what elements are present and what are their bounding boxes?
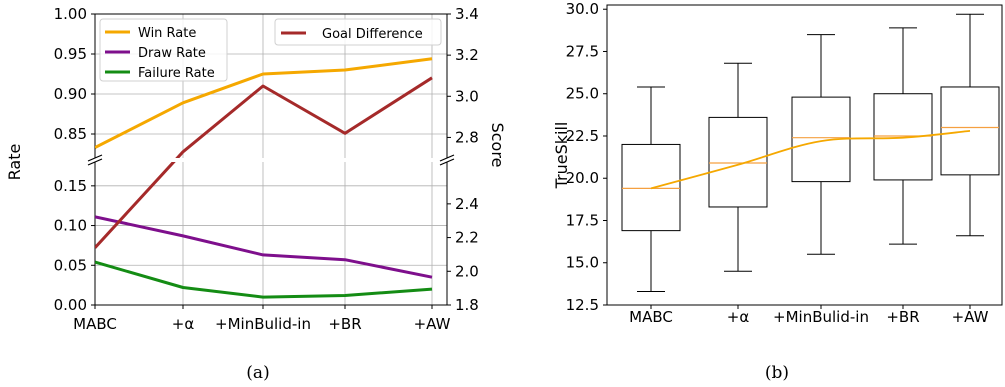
y-axis-label: TrueSkill (552, 122, 571, 190)
y2tick-label-6: 3.2 (455, 46, 479, 64)
xtick-label-3: +BR (886, 308, 919, 326)
caption-a: (a) (246, 363, 269, 383)
y2tick-label-0: 1.8 (455, 296, 479, 314)
xtick-label-4: +AW (414, 315, 451, 333)
ytick-label-6: 27.5 (566, 42, 599, 60)
box-4 (940, 86, 1000, 176)
ytick-label-upper-3: 1.00 (54, 5, 87, 23)
break-mark-left-lower (87, 158, 103, 166)
y2tick-label-1: 2.0 (455, 262, 479, 280)
ytick-label-3: 20.0 (566, 169, 599, 187)
ytick-label-lower-1: 0.05 (54, 256, 87, 274)
break-mark-right-lower (439, 158, 455, 166)
y-axis-label: Rate (5, 144, 24, 181)
ytick-label-2: 17.5 (566, 211, 599, 229)
legend-right-box (274, 18, 442, 46)
legend-label-win-rate: Win Rate (138, 26, 196, 41)
xtick-label-2: +MinBulid-in (215, 315, 311, 333)
y2-axis-label: Score (488, 123, 507, 168)
y2tick-label-4: 2.8 (455, 128, 479, 146)
y2tick-label-3: 2.4 (455, 195, 479, 213)
trend-line (650, 130, 971, 190)
xtick-label-4: +AW (952, 308, 989, 326)
y2tick-label-2: 2.2 (455, 229, 479, 247)
legend-label-goal-difference: Goal Difference (322, 27, 423, 42)
ytick-label-upper-0: 0.85 (54, 125, 87, 143)
caption-b: (b) (765, 363, 789, 383)
break-mark-right-upper (439, 154, 455, 162)
series-line-failure-rate (95, 260, 433, 299)
plot-frame (606, 4, 1003, 306)
xtick-label-1: +α (172, 315, 195, 333)
ytick-label-1: 15.0 (566, 254, 599, 272)
y2tick-label-7: 3.4 (455, 5, 479, 23)
legend-label-failure-rate: Failure Rate (138, 66, 215, 81)
box-0 (621, 143, 681, 232)
ytick-label-lower-2: 0.10 (54, 217, 87, 235)
ytick-label-5: 25.0 (566, 85, 599, 103)
ytick-label-4: 22.5 (566, 127, 599, 145)
ytick-label-lower-3: 0.15 (54, 177, 87, 195)
ytick-label-7: 30.0 (566, 0, 599, 18)
ytick-label-0: 12.5 (566, 296, 599, 314)
xtick-label-3: +BR (328, 315, 361, 333)
xtick-label-0: MABC (629, 308, 673, 326)
y2tick-label-5: 3.0 (455, 87, 479, 105)
legend-left-box (99, 18, 228, 82)
series-line-goal-difference (95, 76, 433, 249)
ytick-label-upper-1: 0.90 (54, 85, 87, 103)
series-line-draw-rate (95, 215, 433, 279)
ytick-label-upper-2: 0.95 (54, 45, 87, 63)
panel-a-line-chart: 0.85 0.90 0.95 1.00 0.00 0.05 0.10 0.15 1.8 2.0 2.… (5, 5, 507, 333)
panel-b-box-plot: 12.5 15.0 17.5 20.0 22.5 25.0 27.5 30.0 MABC +α +M… (552, 0, 1003, 326)
series-line-win-rate (95, 57, 433, 149)
xtick-label-1: +α (727, 308, 750, 326)
ytick-label-lower-0: 0.00 (54, 296, 87, 314)
xtick-label-0: MABC (73, 315, 117, 333)
xtick-label-2: +MinBulid-in (773, 308, 869, 326)
legend-label-draw-rate: Draw Rate (138, 46, 206, 61)
box-1 (708, 116, 768, 208)
box-3 (873, 93, 933, 181)
break-mark-left-upper (87, 154, 103, 162)
